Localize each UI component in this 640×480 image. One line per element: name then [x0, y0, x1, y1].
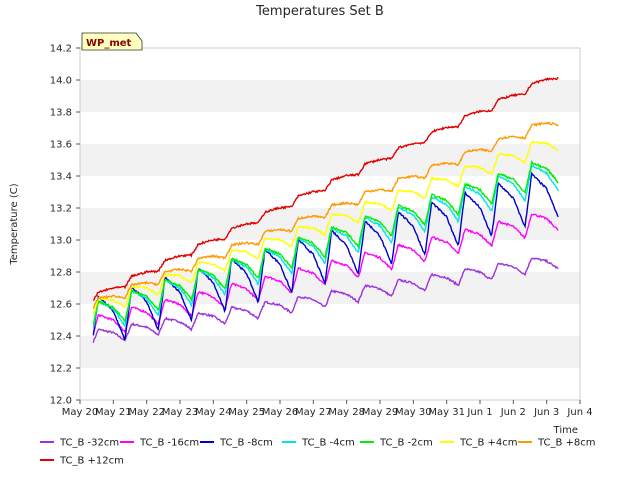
x-tick-label: Jun 4 — [566, 407, 592, 418]
y-tick-label: 13.0 — [50, 236, 72, 247]
chart-title: Temperatures Set B — [255, 4, 384, 19]
legend-label: TC_B +12cm — [59, 456, 124, 467]
legend: TC_B -32cm TC_B -16cm TC_B -8cm TC_B -4cm TC… — [40, 438, 596, 467]
series-line — [92, 76, 559, 302]
y-tick-label: 12.2 — [50, 364, 72, 375]
y-tick-label: 12.6 — [50, 300, 72, 311]
badge-label: WP_met — [86, 38, 132, 49]
legend-label: TC_B +4cm — [459, 438, 518, 449]
x-tick-label: May 22 — [128, 407, 165, 418]
series-line — [92, 163, 559, 328]
x-tick-label: May 20 — [62, 407, 99, 418]
y-tick-label: 13.8 — [50, 108, 72, 119]
legend-label: TC_B +8cm — [537, 438, 596, 449]
grid-band — [80, 272, 580, 304]
grid-band — [80, 80, 580, 112]
y-tick-label: 13.2 — [50, 204, 72, 215]
plot-frame — [79, 47, 581, 401]
x-tick-label: May 31 — [428, 407, 465, 418]
legend-label: TC_B -4cm — [301, 438, 355, 449]
y-tick-label: 14.0 — [50, 76, 72, 87]
badge-box — [81, 32, 143, 51]
legend-label: TC_B -16cm — [139, 438, 199, 449]
y-tick-label: 12.0 — [50, 396, 72, 407]
x-tick-label: May 30 — [395, 407, 432, 418]
series-line — [92, 257, 559, 343]
series-line — [92, 140, 559, 315]
y-tick-label: 14.2 — [50, 44, 72, 55]
series-line — [92, 121, 559, 309]
grid-bands — [80, 80, 580, 368]
x-tick-label: May 26 — [262, 407, 299, 418]
series-lines — [92, 76, 559, 343]
x-tick-label: May 21 — [95, 407, 132, 418]
y-tick-label: 12.8 — [50, 268, 72, 279]
y-tick-label: 13.4 — [50, 172, 72, 183]
grid-band — [80, 336, 580, 368]
y-axis-ticks: 12.0 12.2 12.4 12.6 12.8 13.0 13.2 13.4 13.6 13.8… — [50, 44, 80, 407]
y-tick-label: 12.4 — [50, 332, 72, 343]
x-tick-label: Jun 1 — [466, 407, 492, 418]
x-tick-label: Jun 2 — [500, 407, 526, 418]
y-axis-label: Temperature (C) — [9, 183, 20, 265]
legend-label: TC_B -2cm — [379, 438, 433, 449]
x-tick-label: May 27 — [295, 407, 332, 418]
x-axis-label: Time — [553, 425, 578, 436]
x-tick-label: May 23 — [162, 407, 199, 418]
x-tick-label: May 24 — [195, 407, 232, 418]
x-tick-label: May 28 — [328, 407, 365, 418]
grid-band — [80, 144, 580, 176]
legend-label: TC_B -32cm — [59, 438, 119, 449]
series-line — [92, 159, 559, 326]
y-tick-label: 13.6 — [50, 140, 72, 151]
x-tick-label: May 29 — [362, 407, 399, 418]
x-tick-label: Jun 3 — [533, 407, 559, 418]
x-tick-label: May 25 — [228, 407, 265, 418]
badge: WP_met — [81, 32, 143, 51]
legend-label: TC_B -8cm — [219, 438, 273, 449]
